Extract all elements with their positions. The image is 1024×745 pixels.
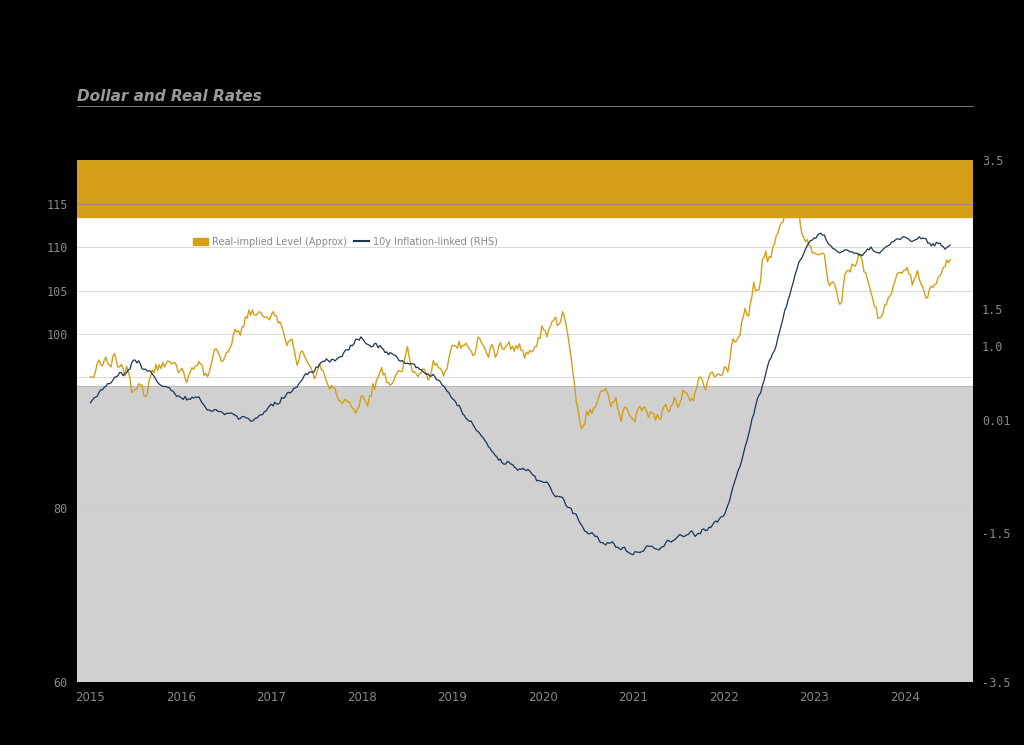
Bar — [77, 386, 973, 682]
Bar — [77, 160, 973, 217]
Text: Dollar and Real Rates: Dollar and Real Rates — [77, 89, 261, 104]
Legend: Real-implied Level (Approx), 10y Inflation-linked (RHS): Real-implied Level (Approx), 10y Inflati… — [189, 233, 502, 250]
